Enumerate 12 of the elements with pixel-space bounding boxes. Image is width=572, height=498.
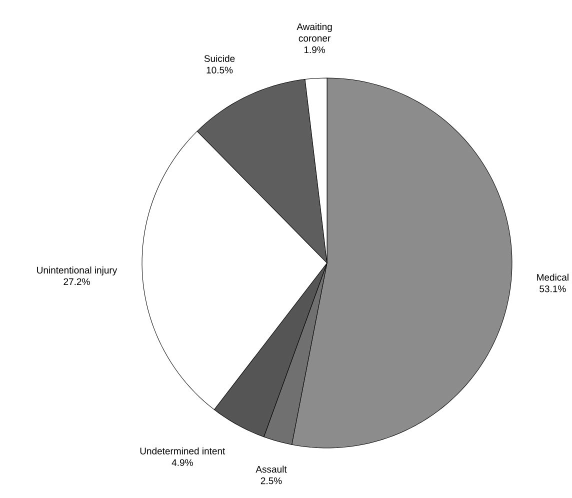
slice-label: Medical (537, 274, 568, 281)
data-label: 4.9% (172, 459, 193, 466)
data-label: 10.5% (206, 66, 233, 74)
slice-label: Suicide (204, 54, 235, 62)
data-label: 53.1% (540, 285, 566, 292)
data-label: 1.9% (304, 46, 326, 54)
slice-label: Assault (256, 466, 287, 473)
slice-label: Undetermined intent (140, 447, 226, 454)
data-label: 2.5% (260, 477, 282, 484)
data-label: 27.2% (64, 278, 90, 286)
slice-label: Awaiting coroner (296, 23, 332, 42)
slice-label: Unintentional injury (37, 266, 118, 276)
